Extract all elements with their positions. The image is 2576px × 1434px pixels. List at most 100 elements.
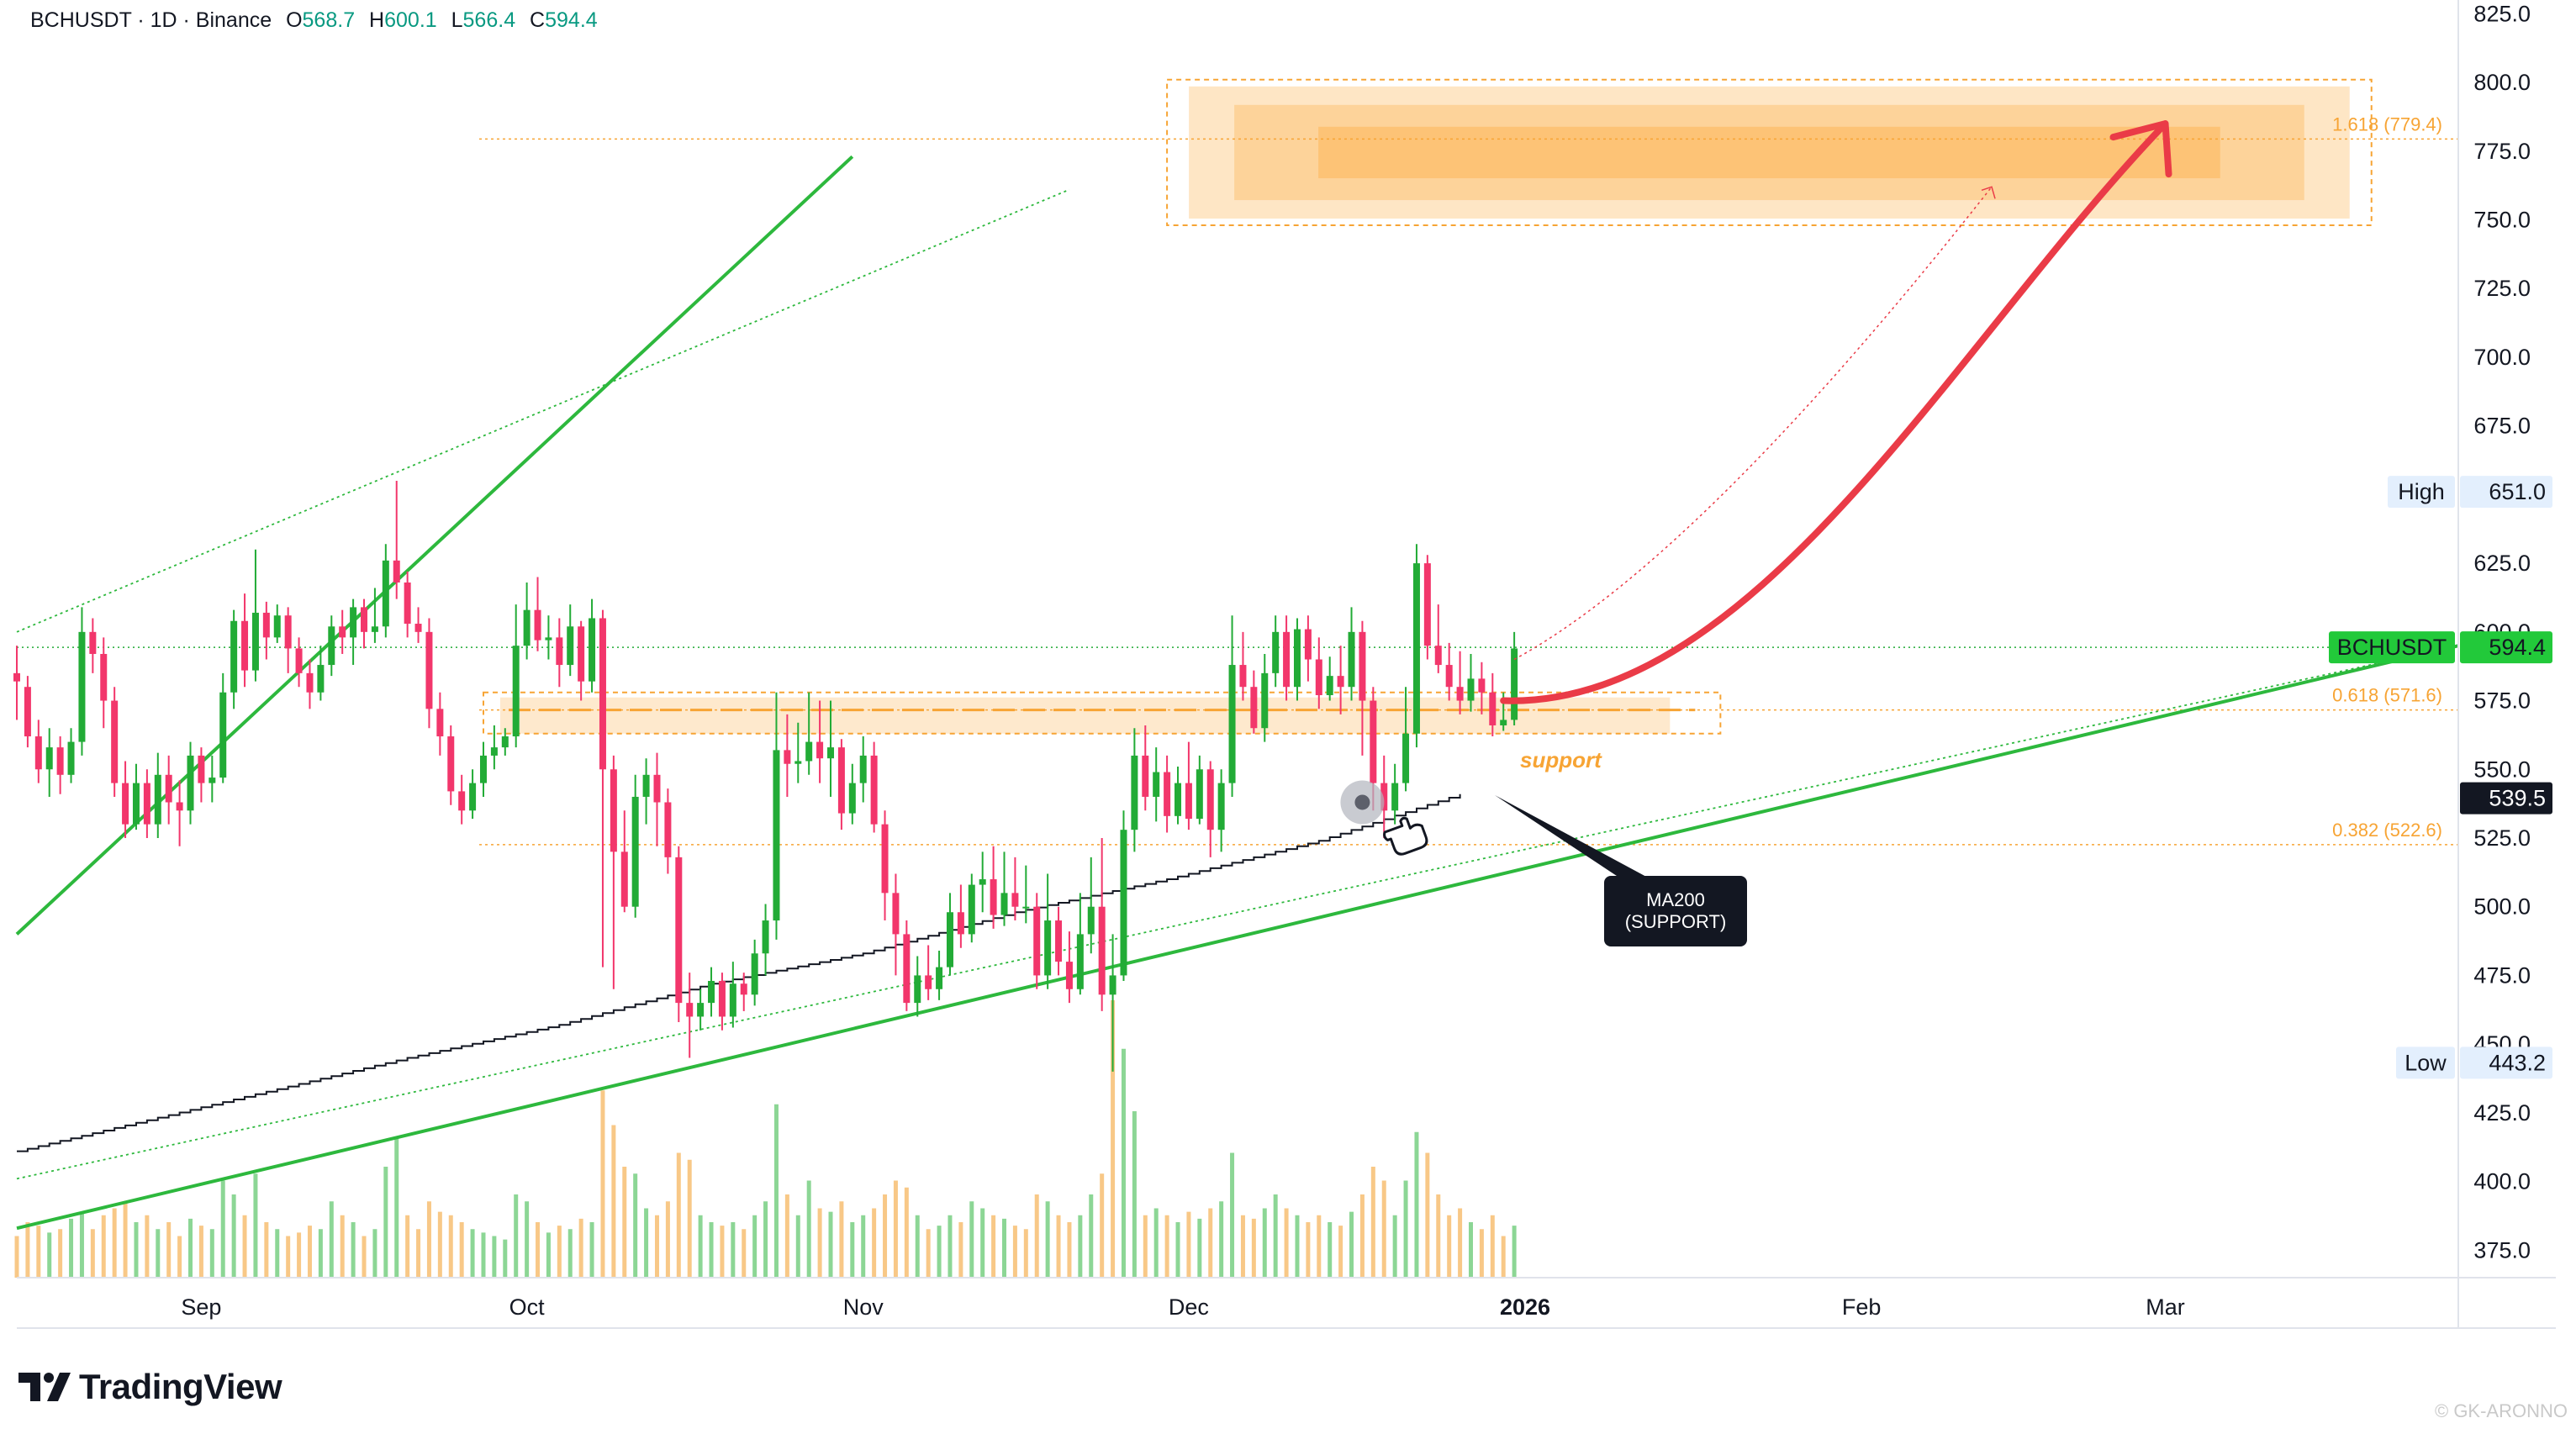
volume-bar	[644, 1208, 649, 1278]
candle-body	[122, 783, 129, 825]
volume-bar	[1045, 1201, 1050, 1278]
trendlines-layer	[15, 155, 2459, 1231]
candle-body	[773, 750, 780, 921]
candle-body	[1402, 733, 1410, 783]
candle-body	[350, 607, 357, 638]
candle-body	[219, 692, 227, 778]
candle-body	[512, 646, 520, 737]
author-watermark: © GK-ARONNO	[2435, 1400, 2568, 1421]
volume-bar	[742, 1229, 747, 1278]
volume-bar	[698, 1215, 703, 1278]
current-price-value: 594.4	[2489, 635, 2546, 660]
x-tick-label: Sep	[181, 1294, 221, 1320]
candle-body	[447, 736, 455, 792]
candle-body	[414, 624, 422, 632]
candle-body	[425, 631, 433, 709]
volume-bar	[1501, 1236, 1506, 1278]
volume-bar	[470, 1229, 475, 1278]
volume-bar	[416, 1229, 421, 1278]
candle-body	[382, 560, 389, 627]
candle-body	[534, 609, 541, 641]
y-tick-label: 800.0	[2473, 70, 2531, 95]
volume-bar	[264, 1222, 269, 1278]
volume-bar	[1338, 1226, 1343, 1278]
y-tick-label: 525.0	[2473, 825, 2531, 851]
y-tick-label: 550.0	[2473, 757, 2531, 782]
candle-body	[1412, 563, 1420, 734]
ohlc-low-key: L	[451, 8, 463, 32]
volume-bar	[297, 1232, 302, 1278]
y-tick-label: 375.0	[2473, 1237, 2531, 1263]
volume-bar	[340, 1215, 345, 1278]
candle-body	[56, 747, 64, 775]
support-zone-fill	[499, 697, 1671, 734]
volume-bar	[1468, 1222, 1473, 1278]
candle-body	[1120, 830, 1127, 976]
y-tick-label: 775.0	[2473, 139, 2531, 164]
volume-bar	[709, 1222, 714, 1278]
candle-body	[67, 741, 75, 775]
volume-bar	[1306, 1222, 1311, 1278]
volume-bar	[904, 1187, 909, 1278]
candle-body	[620, 851, 628, 907]
volume-bar	[773, 1104, 779, 1278]
volume-bar	[567, 1229, 573, 1278]
volume-bar	[253, 1173, 258, 1278]
candle-body	[1098, 906, 1106, 995]
candle-body	[631, 796, 639, 907]
volume-bar	[1284, 1208, 1289, 1278]
tradingview-logo[interactable]: TradingView	[18, 1362, 282, 1412]
candle-body	[1109, 975, 1116, 995]
volume-bar	[514, 1194, 519, 1278]
x-tick-label: 2026	[1500, 1294, 1550, 1320]
ohlc-high: 600.1	[384, 8, 437, 32]
volume-bar	[872, 1208, 877, 1278]
fib-level-label: 0.618 (571.6)	[2332, 685, 2442, 706]
candle-body	[1467, 678, 1475, 701]
symbol-header: BCHUSDT · 1D · Binance O568.7 H600.1 L56…	[30, 8, 598, 33]
volume-bar	[1381, 1180, 1386, 1278]
y-tick-label: 700.0	[2473, 345, 2531, 370]
dotted-projection-arrow	[1513, 186, 1993, 661]
volume-bar	[1349, 1211, 1354, 1278]
volume-bar	[198, 1226, 203, 1278]
candle-body	[664, 802, 672, 857]
x-tick-label: Oct	[509, 1294, 546, 1320]
volume-bar	[752, 1215, 757, 1278]
volume-bar	[1317, 1215, 1322, 1278]
volume-bar	[188, 1218, 193, 1278]
candle-body	[1370, 700, 1377, 783]
fib-level-label: 0.382 (522.6)	[2332, 820, 2442, 841]
candle-body	[1445, 665, 1453, 688]
ma200-touch-dot	[1354, 794, 1370, 810]
candle-body	[1315, 659, 1322, 696]
candle-body	[479, 755, 487, 783]
candle-body	[881, 824, 889, 894]
support-zone-border	[482, 691, 1722, 735]
candle-body	[751, 953, 758, 995]
candle-body	[100, 653, 108, 701]
candle-body	[1153, 772, 1160, 797]
volume-bar	[665, 1201, 670, 1278]
current-price-label: BCHUSDT	[2337, 635, 2447, 660]
volume-bar	[589, 1222, 594, 1278]
candle-body	[1175, 783, 1182, 816]
candle-body	[1434, 646, 1442, 666]
volume-bar	[36, 1226, 41, 1278]
candle-body	[284, 615, 292, 649]
volume-bar	[1262, 1208, 1267, 1278]
volume-bar	[318, 1229, 323, 1278]
volume-bar	[1414, 1131, 1419, 1278]
candle-body	[490, 747, 498, 756]
volume-bar	[536, 1222, 541, 1278]
candle-body	[762, 920, 769, 954]
volume-bar	[817, 1208, 822, 1278]
volume-bar	[546, 1232, 551, 1278]
candle-body	[957, 912, 964, 935]
candle-body	[111, 700, 119, 783]
candle-body	[1293, 629, 1301, 688]
candle-body	[1228, 665, 1236, 783]
volume-bar	[112, 1208, 117, 1278]
volume-bar	[763, 1201, 768, 1278]
